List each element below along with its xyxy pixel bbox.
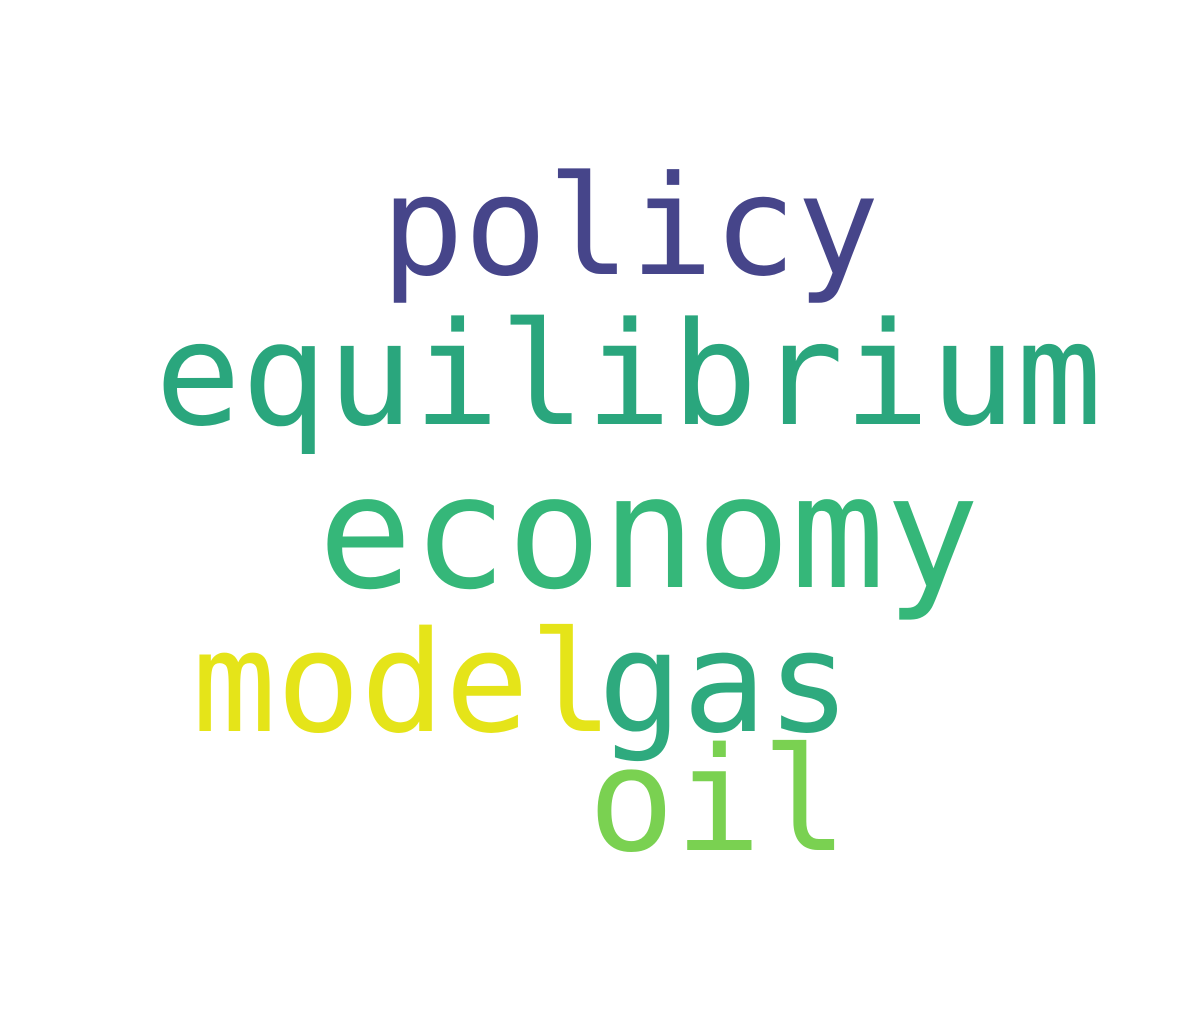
word-economy: economy (318, 442, 980, 625)
word-gas: gas (598, 602, 851, 765)
word-model: model (192, 602, 614, 765)
word-equilibrium: equilibrium (155, 291, 1103, 458)
word-oil: oil (588, 716, 849, 884)
word-policy: policy (381, 146, 880, 307)
